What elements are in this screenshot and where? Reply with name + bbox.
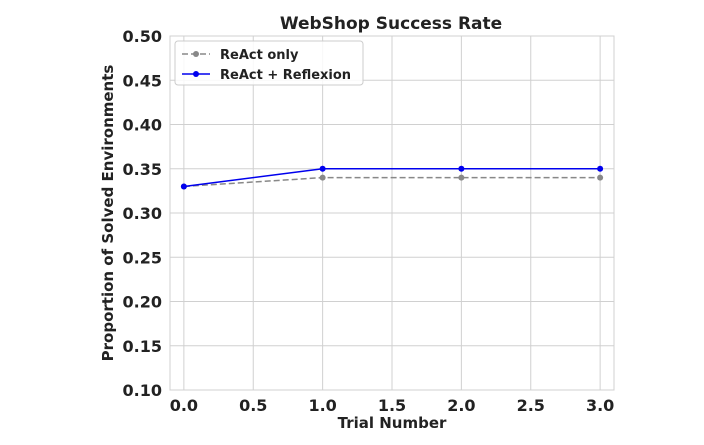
y-tick-label: 0.20 xyxy=(123,293,162,312)
chart-title: WebShop Success Rate xyxy=(280,14,502,34)
legend: ReAct only ReAct + Reflexion xyxy=(174,40,364,86)
data-point xyxy=(597,165,604,172)
series-line xyxy=(183,168,601,188)
series-2 xyxy=(180,165,604,190)
legend-label: ReAct + Reflexion xyxy=(220,68,351,83)
x-tick-label: 0.5 xyxy=(239,396,267,415)
plot-frame xyxy=(169,35,615,391)
x-tick-label: 2.5 xyxy=(517,396,545,415)
x-tick-label: 1.5 xyxy=(378,396,406,415)
x-axis-label: Trial Number xyxy=(338,414,447,432)
legend-marker xyxy=(193,71,199,77)
data-point xyxy=(319,165,326,172)
grid xyxy=(170,35,614,391)
x-tick-label: 3.0 xyxy=(586,396,614,415)
data-point xyxy=(458,174,465,181)
y-tick-label: 0.10 xyxy=(123,381,162,400)
series-line xyxy=(183,176,601,188)
y-tick-label: 0.15 xyxy=(123,337,162,356)
y-tick-label: 0.50 xyxy=(123,27,162,46)
series-lines xyxy=(180,165,604,190)
tick-labels: 0.0 0.5 1.0 1.5 2.0 2.5 3.0 0.10 0.15 0.20 0.25 0.3… xyxy=(123,27,615,415)
data-point xyxy=(180,183,187,190)
legend-marker xyxy=(193,51,199,57)
legend-box xyxy=(174,40,364,86)
y-axis-label: Proportion of Solved Environments xyxy=(99,65,117,362)
y-tick-label: 0.25 xyxy=(123,248,162,267)
data-point xyxy=(319,174,326,181)
y-tick-label: 0.35 xyxy=(123,160,162,179)
data-point xyxy=(597,174,604,181)
y-tick-label: 0.45 xyxy=(123,71,162,90)
x-tick-label: 1.0 xyxy=(308,396,336,415)
legend-label: ReAct only xyxy=(220,48,299,63)
y-tick-label: 0.40 xyxy=(123,116,162,135)
x-tick-label: 2.0 xyxy=(447,396,475,415)
data-point xyxy=(458,165,465,172)
x-tick-label: 0.0 xyxy=(170,396,198,415)
y-tick-label: 0.30 xyxy=(123,204,162,223)
